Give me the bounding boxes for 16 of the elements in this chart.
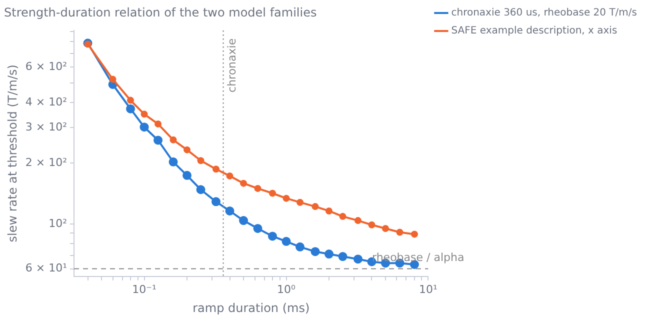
legend-label: chronaxie 360 us, rheobase 20 T/m/s [451, 8, 638, 19]
y-tick-label: 4 × 10² [25, 95, 68, 108]
y-tick-label: 6 × 10¹ [25, 262, 68, 275]
x-tick-label: 10⁰ [277, 282, 296, 296]
y-axis-title: slew rate at threshold (T/m/s) [5, 64, 20, 242]
x-tick-label: 10¹ [419, 282, 438, 296]
y-tick-label: 2 × 10² [25, 156, 68, 170]
y-tick-label: 10² [48, 216, 68, 230]
ref-line-label: chronaxie [226, 38, 239, 92]
x-tick-label: 10⁻¹ [132, 282, 156, 296]
chart-title: Strength-duration relation of the two model families [4, 5, 317, 20]
ref-line-label: rheobase / alpha [372, 251, 464, 264]
legend-label: SAFE example description, x axis [451, 26, 618, 37]
x-axis-title: ramp duration (ms) [192, 300, 310, 315]
y-tick-label: 3 × 10² [25, 120, 68, 134]
y-tick-label: 6 × 10² [25, 60, 68, 73]
